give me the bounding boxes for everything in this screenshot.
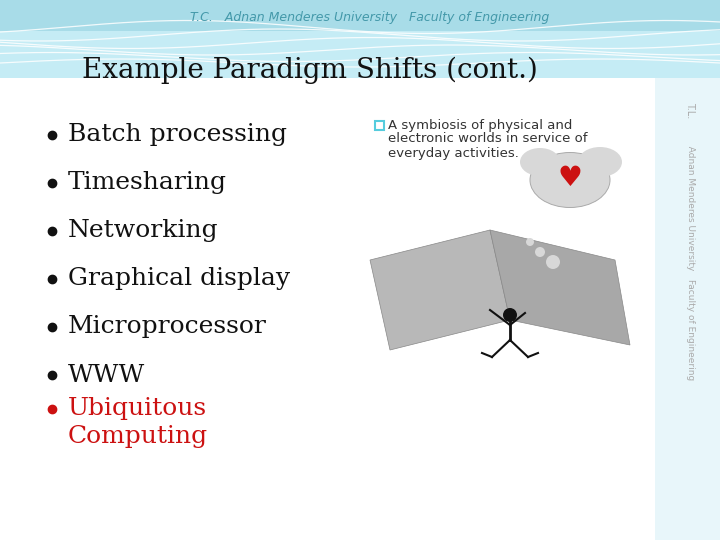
Ellipse shape — [571, 170, 609, 194]
Text: Computing: Computing — [68, 425, 208, 448]
Text: Networking: Networking — [68, 219, 219, 242]
Bar — [0, 0, 720, 78]
Circle shape — [503, 308, 517, 322]
Text: Batch processing: Batch processing — [68, 124, 287, 146]
Text: Graphical display: Graphical display — [68, 267, 290, 291]
Text: T.L.: T.L. — [685, 102, 695, 118]
Bar — [375, 121, 384, 130]
Circle shape — [535, 247, 545, 257]
Text: T.C.   Adnan Menderes University   Faculty of Engineering: T.C. Adnan Menderes University Faculty o… — [190, 11, 549, 24]
Text: Timesharing: Timesharing — [68, 172, 227, 194]
Text: everyday activities.: everyday activities. — [388, 146, 519, 159]
Bar — [0, 78, 655, 540]
Ellipse shape — [538, 167, 572, 192]
Text: Microprocessor: Microprocessor — [68, 315, 267, 339]
Ellipse shape — [520, 148, 560, 176]
Circle shape — [546, 255, 560, 269]
Ellipse shape — [530, 152, 610, 207]
Text: WWW: WWW — [68, 363, 145, 387]
Text: A symbiosis of physical and: A symbiosis of physical and — [388, 118, 572, 132]
Text: ♥: ♥ — [557, 164, 582, 192]
Text: Ubiquitous: Ubiquitous — [68, 397, 207, 420]
Text: Adnan Menderes University   Faculty of Engineering: Adnan Menderes University Faculty of Eng… — [685, 140, 695, 380]
Polygon shape — [370, 230, 510, 350]
Text: Example Paradigm Shifts (cont.): Example Paradigm Shifts (cont.) — [82, 56, 538, 84]
Text: electronic worlds in service of: electronic worlds in service of — [388, 132, 588, 145]
Circle shape — [526, 238, 534, 246]
Ellipse shape — [578, 147, 622, 177]
Bar — [0, 31, 720, 78]
Polygon shape — [490, 230, 630, 345]
